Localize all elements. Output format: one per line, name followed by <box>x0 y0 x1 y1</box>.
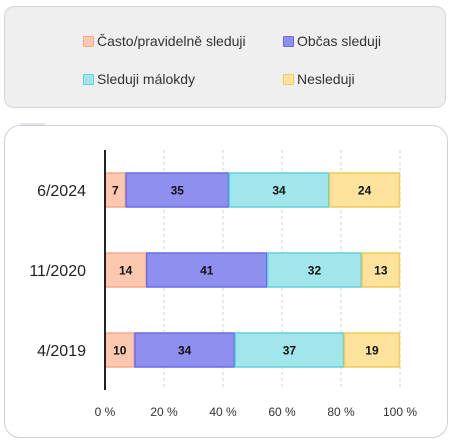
bar-segment[interactable] <box>134 332 236 368</box>
data-label: 14 <box>119 264 133 278</box>
category-label: 11/2020 <box>29 263 86 280</box>
category-label: 6/2024 <box>37 183 86 200</box>
x-tick-label: 100 % <box>383 405 417 419</box>
legend-label-2: Občas sleduji <box>297 33 382 49</box>
data-label: 41 <box>200 264 214 278</box>
data-label: 24 <box>358 184 372 198</box>
bar-segment[interactable] <box>234 332 345 368</box>
data-label: 13 <box>374 264 388 278</box>
data-label: 35 <box>171 184 185 198</box>
legend-swatch-3 <box>83 73 94 85</box>
legend-item-3[interactable]: Sleduji málokdy <box>83 71 195 87</box>
legend-item-1[interactable]: Často/pravidelně sleduji <box>83 33 246 49</box>
legend-swatch-2 <box>283 35 294 47</box>
bar-segment[interactable] <box>361 252 401 288</box>
bar-segment[interactable] <box>328 172 401 208</box>
x-tick-label: 20 % <box>150 405 178 419</box>
legend-label-4: Nesleduji <box>297 71 355 87</box>
data-label: 32 <box>308 264 322 278</box>
legend-swatch-4 <box>283 73 294 85</box>
legend-item-2[interactable]: Občas sleduji <box>283 33 381 49</box>
x-tick-label: 40 % <box>209 405 237 419</box>
legend-label-3: Sleduji málokdy <box>97 71 196 87</box>
bar-segment[interactable] <box>125 172 230 208</box>
legend-swatch-1 <box>83 35 94 47</box>
x-tick-label: 80 % <box>327 405 355 419</box>
category-label: 4/2019 <box>37 343 86 360</box>
data-label: 7 <box>112 184 119 198</box>
data-label: 34 <box>178 344 192 358</box>
data-label: 37 <box>283 344 297 358</box>
x-tick-label: 0 % <box>95 405 116 419</box>
bar-segment[interactable] <box>228 172 330 208</box>
data-label: 10 <box>113 344 127 358</box>
bar-segment[interactable] <box>343 332 401 368</box>
x-tick-label: 60 % <box>268 405 296 419</box>
legend-item-4[interactable]: Nesleduji <box>283 71 355 87</box>
legend-label-1: Často/pravidelně sleduji <box>97 33 246 49</box>
bar-segment[interactable] <box>267 252 362 288</box>
data-label: 34 <box>272 184 286 198</box>
bar-segment[interactable] <box>146 252 268 288</box>
legend: Často/pravidelně sleduji Občas sleduji S… <box>4 6 446 108</box>
bar-segment[interactable] <box>104 332 135 368</box>
data-label: 19 <box>365 344 379 358</box>
